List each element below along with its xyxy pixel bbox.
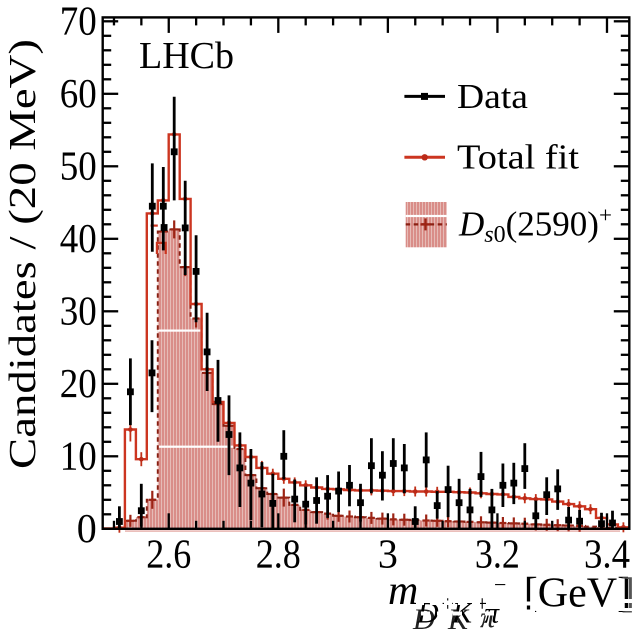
svg-text:]: ] (621, 571, 635, 617)
svg-text:Candidates / (20 MeV): Candidates / (20 MeV) (2, 39, 44, 469)
svg-text:π: π (480, 601, 496, 631)
svg-text:2.6: 2.6 (146, 531, 191, 577)
svg-text:0: 0 (77, 505, 97, 551)
svg-text:3: 3 (378, 531, 398, 577)
svg-text:+: + (476, 591, 488, 616)
svg-text:Ds0(2590)+: Ds0(2590)+ (458, 203, 612, 249)
svg-text:LHCb: LHCb (139, 35, 234, 77)
svg-text:3.2: 3.2 (475, 531, 520, 577)
svg-text:2.8: 2.8 (256, 531, 301, 577)
svg-text:K: K (451, 597, 474, 630)
svg-text:10: 10 (60, 433, 97, 479)
svg-text:m: m (388, 568, 418, 614)
svg-text:Total fit: Total fit (457, 138, 579, 177)
svg-text:D: D (412, 603, 435, 631)
svg-text:3.4: 3.4 (584, 531, 630, 577)
svg-text:K: K (447, 603, 470, 631)
svg-text:Data: Data (457, 77, 528, 116)
svg-text:50: 50 (60, 143, 97, 189)
svg-text:60: 60 (60, 70, 97, 116)
svg-text:30: 30 (60, 288, 97, 334)
svg-text:20: 20 (60, 360, 97, 406)
svg-text:40: 40 (60, 215, 97, 261)
svg-text:−: − (494, 572, 506, 597)
svg-text:70: 70 (60, 0, 97, 44)
svg-text:[GeV]: [GeV] (524, 570, 631, 616)
